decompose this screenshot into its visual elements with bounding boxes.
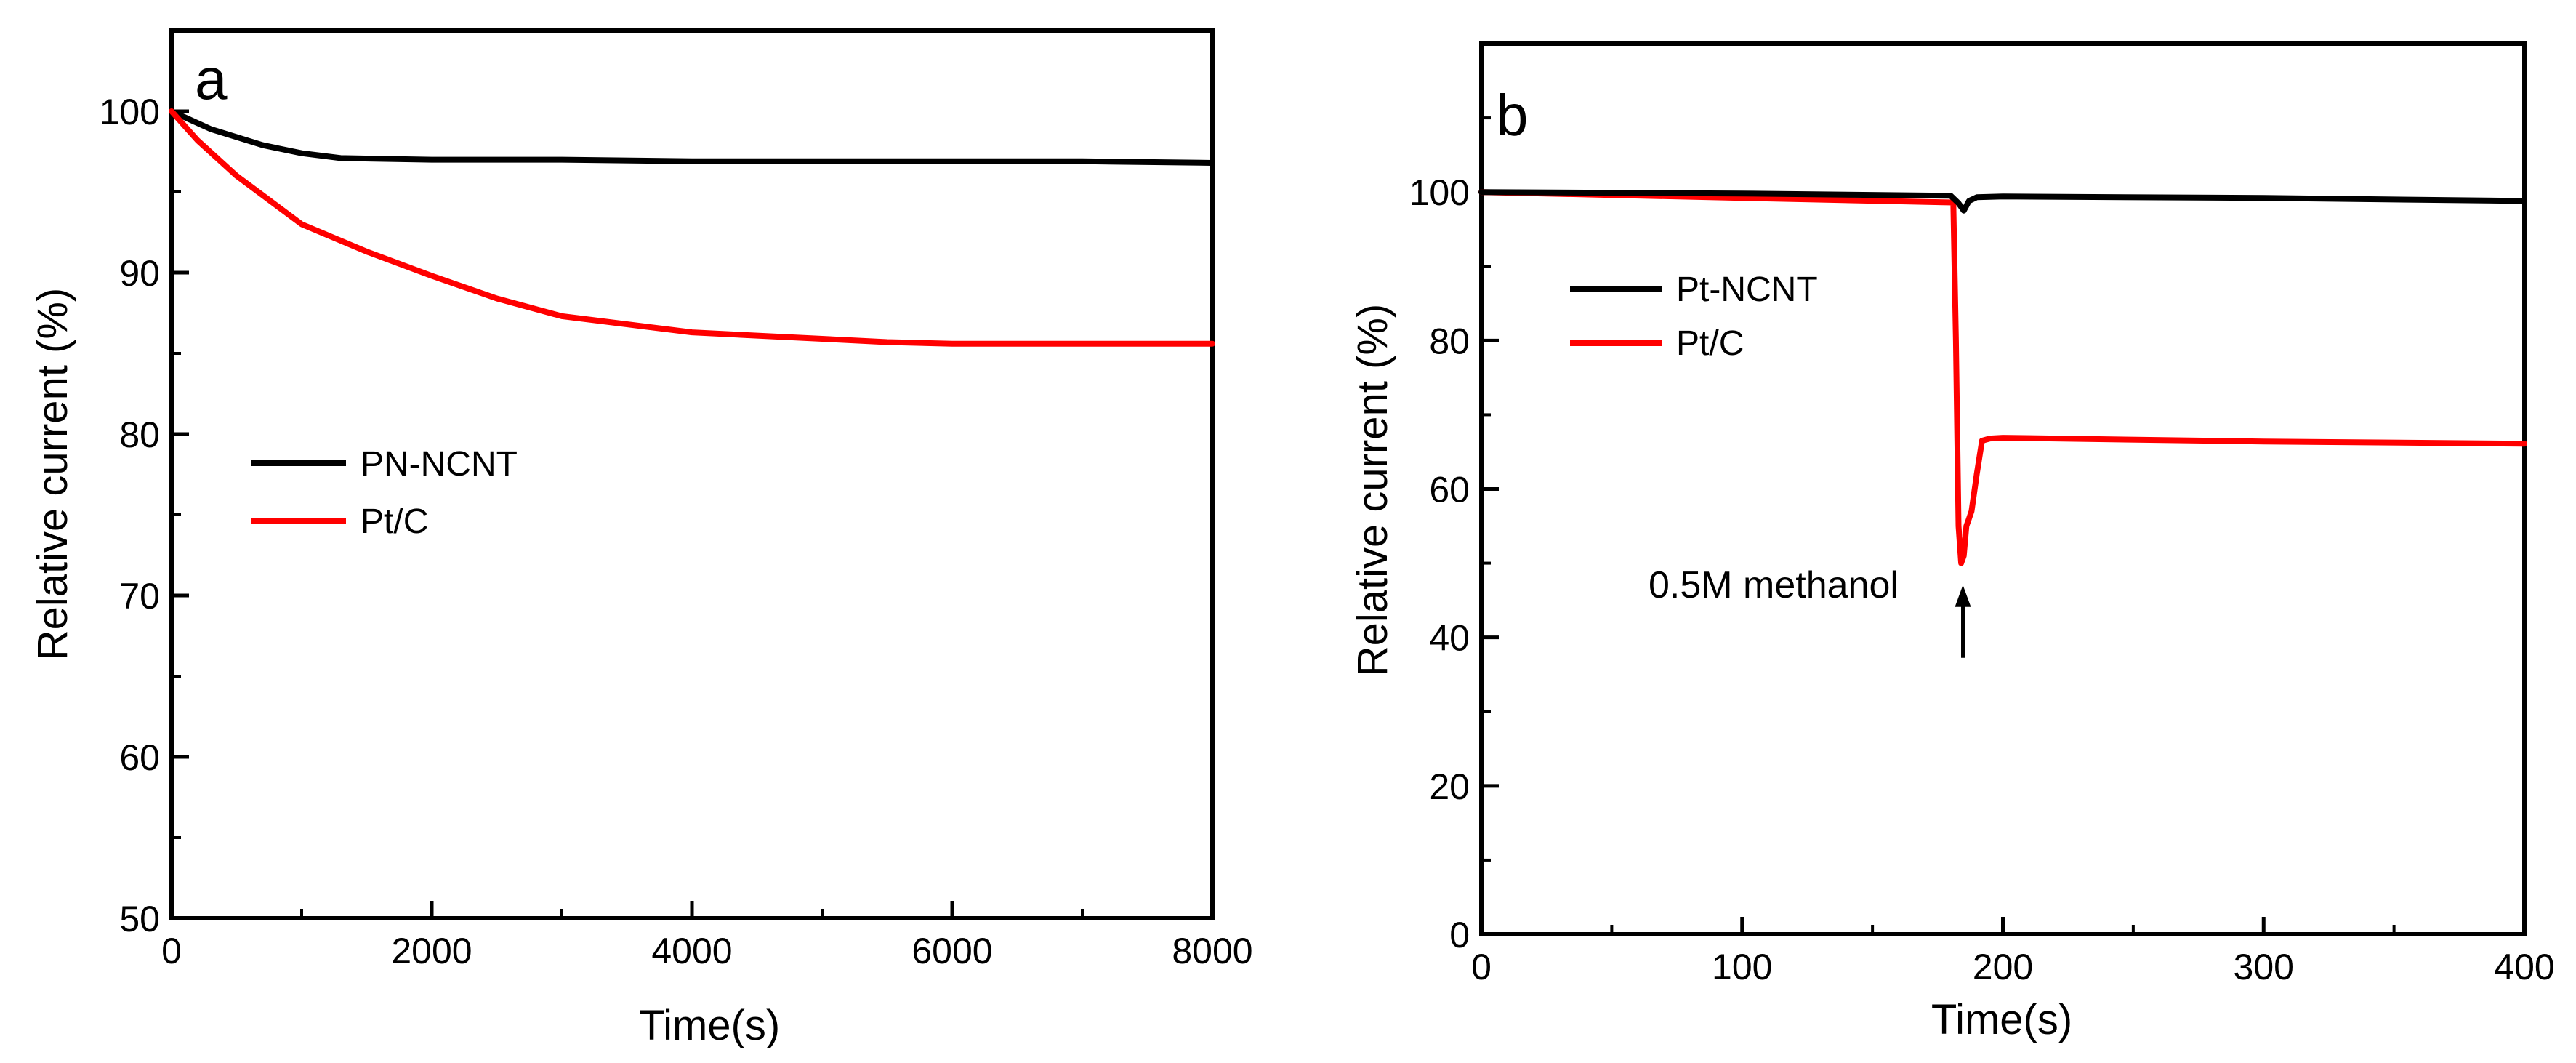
panel-a-label: a <box>195 47 228 111</box>
panel-a-y-axis-title: Relative current (%) <box>29 288 76 660</box>
panel-a-chart: a 0 2000 4000 6000 8000 50 60 70 80 90 100 Relativ… <box>29 28 1253 1049</box>
panel-b-series-line-pt-ncnt <box>1478 189 2527 214</box>
panel-b-legend-label-pt-c: Pt/C <box>1676 324 1744 363</box>
panel-b-x-tick-label: 0 <box>1471 947 1492 987</box>
panel-b-annotation-arrow-head <box>1955 585 1971 607</box>
panel-b-y-tick-label: 0 <box>1449 915 1470 955</box>
panel-b-frame <box>1479 41 2527 936</box>
panel-b-x-tick-label: 300 <box>2234 947 2294 987</box>
panel-a-series-line-pt-c <box>169 108 1215 347</box>
panel-a-x-tick-label: 6000 <box>911 931 992 971</box>
panel-b-x-tick-label: 100 <box>1712 947 1772 987</box>
panel-a-legend: PN-NCNT Pt/C <box>251 445 518 541</box>
panel-b-annotation: 0.5M methanol <box>1649 564 1971 658</box>
panel-a-legend-label-pn-ncnt: PN-NCNT <box>361 445 518 484</box>
panel-b-legend: Pt-NCNT Pt/C <box>1570 270 1818 363</box>
panel-a-y-tick-label: 90 <box>119 253 160 294</box>
panel-a-series-line-pn-ncnt <box>169 108 1215 166</box>
panel-a-x-tick-label: 2000 <box>391 931 472 971</box>
panel-b-legend-label-pt-ncnt: Pt-NCNT <box>1676 270 1818 309</box>
panel-b-label: b <box>1496 83 1529 148</box>
panel-a-x-axis-title: Time(s) <box>639 1002 780 1049</box>
panel-b-annotation-arrow-icon <box>1955 585 1971 658</box>
panel-a-x-tick-label: 8000 <box>1172 931 1252 971</box>
panel-b-x-axis-title: Time(s) <box>1931 996 2072 1043</box>
panel-a-x-tick-label: 0 <box>161 931 182 971</box>
panel-b-y-tick-label: 20 <box>1429 766 1470 807</box>
panel-b-x-tick-label: 200 <box>1973 947 2033 987</box>
panel-b-y-tick-label: 100 <box>1409 172 1470 213</box>
panel-b-x-tick-label: 400 <box>2494 947 2554 987</box>
panel-b-chart: b 0 100 200 300 400 0 20 40 60 80 100 Relative cur… <box>1349 41 2555 1043</box>
panel-a-legend-label-pt-c: Pt/C <box>361 502 428 541</box>
panel-a-y-tick-label: 50 <box>119 899 160 939</box>
panel-b-y-axis-title: Relative current (%) <box>1349 304 1396 676</box>
panel-a-y-tick-label: 100 <box>100 92 160 132</box>
panel-b-y-tick-label: 40 <box>1429 618 1470 659</box>
panel-b-series <box>1478 189 2527 566</box>
panel-b-ticks: 0 100 200 300 400 0 20 40 60 80 100 <box>1409 42 2555 987</box>
panel-a-series <box>169 108 1215 347</box>
panel-b-y-tick-label: 80 <box>1429 321 1470 361</box>
panel-b-annotation-label: 0.5M methanol <box>1649 564 1899 606</box>
panel-a-ticks: 0 2000 4000 6000 8000 50 60 70 80 90 100 <box>100 29 1253 971</box>
panel-b-y-tick-label: 60 <box>1429 470 1470 510</box>
panel-b-series-line-pt-c <box>1478 189 2527 566</box>
panel-a-x-tick-label: 4000 <box>651 931 732 971</box>
panel-a-y-tick-label: 70 <box>119 576 160 617</box>
panel-a-y-tick-label: 80 <box>119 414 160 455</box>
panel-a-y-tick-label: 60 <box>119 737 160 778</box>
